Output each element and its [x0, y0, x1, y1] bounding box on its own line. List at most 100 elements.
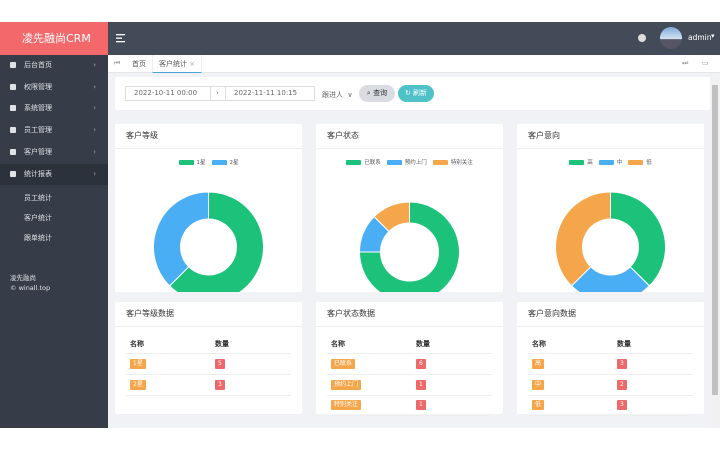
legend-swatch [211, 159, 227, 165]
column-header: 数量 [215, 340, 229, 348]
end-date[interactable]: 2022-11-11 10:15 [225, 86, 315, 101]
tab-close[interactable]: × [189, 60, 196, 68]
count-tag: 3 [617, 359, 627, 369]
legend-item[interactable]: 中 [598, 158, 623, 166]
donut-segment[interactable] [358, 201, 460, 292]
divider [316, 148, 503, 149]
legend-swatch [569, 159, 585, 165]
count-tag: 3 [215, 379, 225, 390]
row-divider [327, 374, 492, 375]
donut-segment[interactable] [610, 191, 666, 287]
tabs: ⏮ 首页 客户统计 × ⏭ ▭ [108, 55, 720, 73]
row-divider [126, 394, 291, 396]
table-card: 客户等级数据名称 数量 1星 5 2星 3 [115, 302, 302, 414]
chart-title: 客户等级 [126, 131, 158, 140]
count-tag: 3 [617, 400, 627, 410]
row-divider [528, 353, 693, 354]
submenu-item[interactable]: 客户统计 [24, 214, 52, 222]
row-divider [528, 415, 693, 416]
date-sep: › [210, 86, 226, 101]
name-tag: 中 [532, 379, 545, 390]
query-button[interactable]: ⌕ 查询 [359, 85, 395, 102]
tab-menu[interactable]: ▭ [702, 59, 709, 67]
table-card: 客户意向数据 名称 数量高 3 中 2 低 3 [517, 302, 704, 416]
table-title: 客户等级数据 [126, 309, 174, 318]
legend-label: 特别关注 [450, 160, 473, 166]
query-label: 查询 [373, 89, 388, 97]
legend-item[interactable]: 已联系 [346, 158, 381, 166]
donut-segment[interactable] [373, 201, 410, 233]
submenu-item[interactable]: 员工统计 [24, 194, 52, 202]
name-tag: 1星 [130, 359, 146, 369]
legend-item[interactable]: 高 [569, 158, 593, 166]
column-header: 名称 [130, 340, 144, 348]
chart-card: 客户状态已联系 预约上门 特别关注 [316, 124, 503, 292]
legend-swatch [598, 159, 614, 165]
follower-select[interactable]: 跟进人 ∨ [322, 91, 353, 99]
row-divider [528, 394, 693, 396]
row-divider [327, 394, 492, 396]
avatar[interactable] [660, 27, 682, 49]
refresh-label: 刷新 [413, 89, 428, 97]
header: admin ▾ [108, 22, 720, 55]
tab-next[interactable]: ⏭ [682, 59, 689, 67]
legend-item[interactable]: 2星 [211, 158, 239, 166]
legend-swatch [386, 159, 402, 165]
legend-label: 预约上门 [404, 160, 427, 166]
row-divider [327, 415, 492, 416]
legend-swatch [178, 159, 194, 165]
theme-icon[interactable] [638, 34, 646, 42]
legend-item[interactable]: 低 [628, 158, 652, 166]
scroll-thumb[interactable] [712, 85, 718, 395]
tab-prev[interactable]: ⏮ [114, 59, 121, 67]
chart-card: 客户意向高 中 低 [517, 124, 704, 292]
chart-card: 客户等级 1星 2星 [115, 124, 302, 292]
legend-label: 中 [616, 160, 623, 166]
legend-item[interactable]: 1星 [178, 158, 206, 166]
donut-segment[interactable] [555, 191, 611, 287]
refresh-button[interactable]: ↻ 刷新 [398, 85, 434, 102]
count-tag: 2 [617, 379, 627, 390]
tab-label: 客户统计 [159, 60, 187, 68]
divider [115, 148, 302, 149]
menu-toggle[interactable] [116, 34, 126, 43]
sidebar: 凌先融尚CRM 后台首页权限管理系统管理员工管理客户管理统计报表员工统计客户统计… [0, 22, 108, 428]
column-header: 名称 [532, 340, 546, 348]
count-tag: 6 [416, 359, 426, 369]
divider [316, 326, 503, 327]
name-tag: 2星 [130, 379, 146, 390]
menu-item[interactable]: 员工管理 [0, 120, 108, 141]
menu-item[interactable]: 客户管理 [0, 142, 108, 163]
legend-label: 1星 [196, 160, 206, 166]
name-tag: 特别关注 [331, 400, 362, 410]
table-title: 客户状态数据 [327, 309, 375, 318]
donut [555, 191, 666, 292]
count-tag: 1 [416, 400, 426, 410]
legend-item[interactable]: 预约上门 [386, 158, 427, 166]
scrollbar [711, 77, 719, 428]
legend-item[interactable]: 特别关注 [432, 158, 473, 166]
username[interactable]: admin [688, 33, 712, 42]
chart-title: 客户状态 [327, 131, 359, 140]
tab-active[interactable]: 客户统计 × [152, 55, 203, 73]
donut [358, 201, 460, 292]
menu-item[interactable]: 系统管理 [0, 98, 108, 119]
count-tag: 1 [416, 379, 426, 390]
submenu-item[interactable]: 跟单统计 [24, 234, 52, 242]
donut-segment[interactable] [153, 191, 209, 287]
menu-item[interactable]: 后台首页 [0, 55, 108, 76]
start-date[interactable]: 2022-10-11 00:00 [125, 86, 211, 101]
tab[interactable]: 首页 [132, 60, 146, 68]
divider [517, 148, 704, 149]
brand: 凌先融尚CRM [0, 22, 108, 55]
app: 凌先融尚CRM 后台首页权限管理系统管理员工管理客户管理统计报表员工统计客户统计… [0, 22, 720, 428]
donut-segment[interactable] [168, 191, 264, 292]
menu-item[interactable]: 权限管理 [0, 77, 108, 98]
menu-item[interactable]: 统计报表 [0, 163, 108, 185]
name-tag: 预约上门 [331, 379, 362, 390]
legend-swatch [346, 159, 362, 165]
donut [153, 191, 264, 292]
legend-label: 2星 [229, 160, 239, 166]
count-tag: 5 [215, 359, 225, 369]
